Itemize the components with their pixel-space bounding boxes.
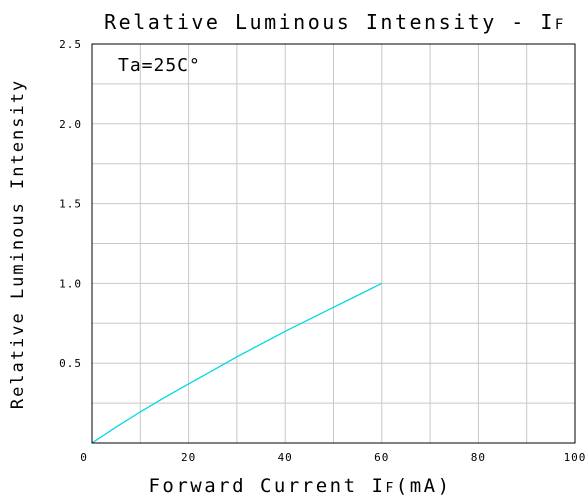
x-tick-label: 80: [471, 451, 486, 464]
y-tick-label: 2.5: [59, 38, 82, 51]
chart-title: Relative Luminous Intensity - IF: [104, 10, 566, 34]
x-tick-label: 20: [181, 451, 196, 464]
x-tick-label: 100: [564, 451, 587, 464]
grid: [92, 44, 575, 443]
tick-labels: 0 20 40 60 80 100 0.5 1.0 1.5 2.0 2.5: [59, 38, 587, 464]
y-tick-label: 1.0: [59, 277, 82, 290]
plot-frame: [91, 43, 576, 444]
x-tick-label: 40: [278, 451, 293, 464]
y-tick-label: 1.5: [59, 198, 82, 211]
series-layer: [91, 282, 383, 444]
x-tick-label: 60: [374, 451, 389, 464]
y-tick-label: 0.5: [59, 357, 82, 370]
y-axis-label: Relative Luminous Intensity: [8, 79, 28, 409]
y-tick-label: 2.0: [59, 118, 82, 131]
x-tick-label: 0: [80, 451, 88, 464]
x-axis-label: Forward Current IF(mA): [148, 475, 451, 497]
series-line: [91, 282, 383, 444]
condition-annotation: Ta=25C°: [118, 55, 201, 76]
